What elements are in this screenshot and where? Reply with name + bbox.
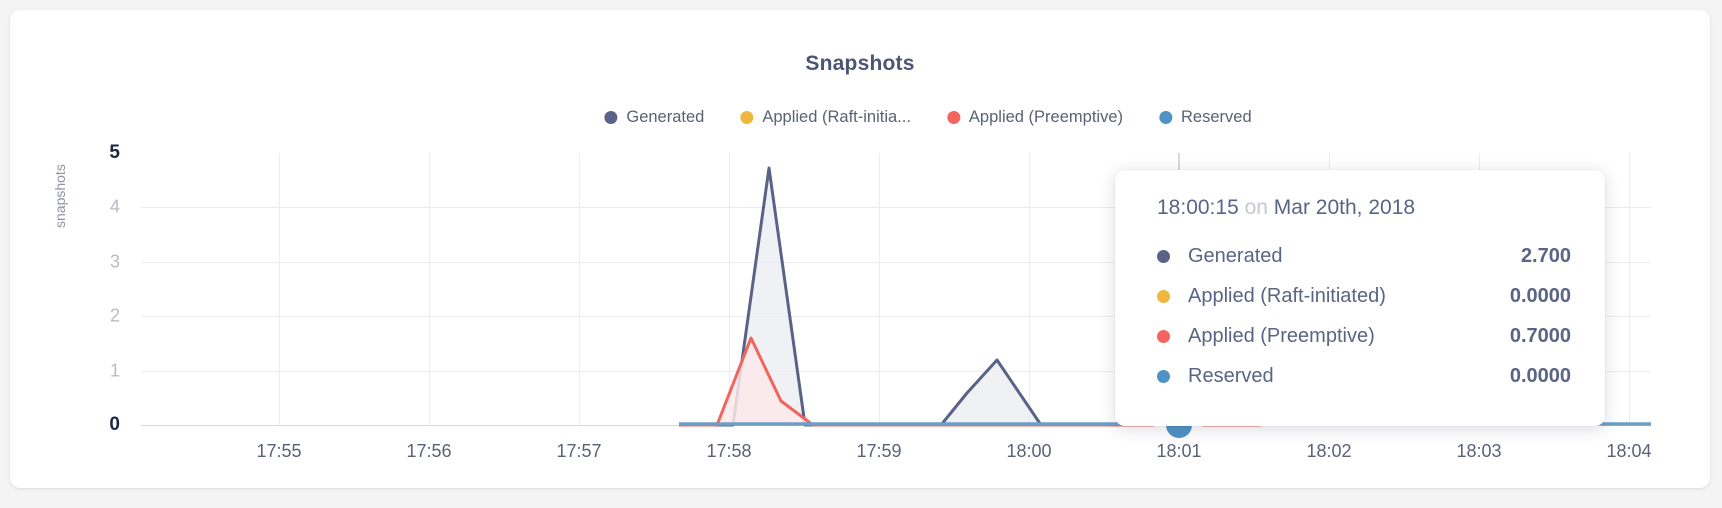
x-axis-tick: 18:00 (1006, 441, 1052, 461)
gridline-vertical (879, 153, 880, 425)
series-swatch-icon (1157, 289, 1170, 303)
gridline-vertical (279, 153, 280, 425)
x-axis-tick: 17:58 (706, 441, 752, 461)
x-axis-tick: 17:56 (406, 441, 452, 461)
tooltip-series-value: 0.0000 (1509, 364, 1571, 387)
gridline-vertical (579, 153, 580, 425)
legend-item-applied-preemptive[interactable]: Applied (Preemptive) (946, 108, 1124, 127)
legend-item-applied-raft[interactable]: Applied (Raft-initia... (740, 108, 911, 127)
gridline-vertical (729, 153, 730, 425)
hover-tooltip: 18:00:15 on Mar 20th, 2018 Generated 2.7… (1115, 170, 1605, 426)
gridline-horizontal (141, 261, 1651, 263)
series-area-preemptive (679, 338, 1261, 425)
y-axis-tick: 4 (109, 196, 120, 217)
x-axis-tick: 18:02 (1306, 441, 1352, 461)
tooltip-series-value: 2.700 (1520, 244, 1571, 267)
gridline-horizontal (141, 316, 1651, 318)
x-axis-tick: 17:59 (856, 441, 902, 461)
legend-item-label: Applied (Preemptive) (968, 108, 1124, 126)
tooltip-header: 18:00:15 on Mar 20th, 2018 (1157, 196, 1571, 220)
x-axis-tick: 17:55 (256, 441, 302, 461)
y-axis-label: snapshots (52, 164, 68, 228)
tooltip-row: Applied (Raft-initiated) 0.0000 (1157, 276, 1571, 316)
chart-card: Snapshots Generated Applied (Raft-initia… (10, 10, 1710, 488)
legend-item-label: Applied (Raft-initia... (762, 108, 911, 126)
tooltip-series-label: Applied (Raft-initiated) (1188, 284, 1386, 307)
gridline-vertical (1629, 153, 1630, 425)
tooltip-on-word: on (1244, 196, 1268, 219)
gridline-vertical (1029, 153, 1030, 425)
y-axis-tick: 5 (109, 142, 120, 163)
tooltip-series-label: Generated (1188, 244, 1283, 267)
y-axis-tick: 3 (109, 251, 120, 272)
tooltip-series-label: Applied (Preemptive) (1188, 324, 1375, 347)
y-axis-tick: 2 (109, 305, 120, 326)
legend-item-generated[interactable]: Generated (604, 108, 704, 127)
legend-item-label: Generated (626, 108, 705, 126)
tooltip-time: 18:00:15 (1157, 196, 1239, 219)
tooltip-series-value: 0.0000 (1509, 284, 1571, 307)
y-axis-tick: 0 (109, 414, 120, 435)
tooltip-series-label: Reserved (1188, 364, 1274, 387)
series-swatch-icon (1157, 369, 1170, 383)
tooltip-row: Reserved 0.0000 (1157, 356, 1571, 396)
series-swatch-icon (1157, 249, 1170, 263)
x-axis-tick: 18:04 (1606, 441, 1652, 461)
legend-item-label: Reserved (1181, 108, 1252, 126)
legend-swatch-icon (604, 111, 618, 124)
chart-legend: Generated Applied (Raft-initia... Applie… (604, 108, 1252, 127)
series-swatch-icon (1157, 329, 1170, 343)
legend-swatch-icon (740, 111, 754, 124)
tooltip-row: Generated 2.700 (1157, 236, 1571, 276)
gridline-horizontal (141, 207, 1651, 209)
x-axis-tick: 18:03 (1456, 441, 1502, 461)
y-axis-tick: 1 (109, 360, 120, 381)
page-title: Snapshots (805, 52, 915, 75)
tooltip-series-value: 0.7000 (1509, 324, 1571, 347)
legend-item-reserved[interactable]: Reserved (1159, 108, 1252, 127)
legend-swatch-icon (1159, 111, 1173, 124)
legend-swatch-icon (946, 111, 960, 124)
x-axis-tick: 17:57 (556, 441, 602, 461)
tooltip-date: Mar 20th, 2018 (1273, 196, 1416, 219)
gridline-vertical (429, 153, 430, 425)
x-axis-tick: 18:01 (1156, 441, 1202, 461)
gridline-horizontal (141, 370, 1651, 372)
tooltip-row: Applied (Preemptive) 0.7000 (1157, 316, 1571, 356)
